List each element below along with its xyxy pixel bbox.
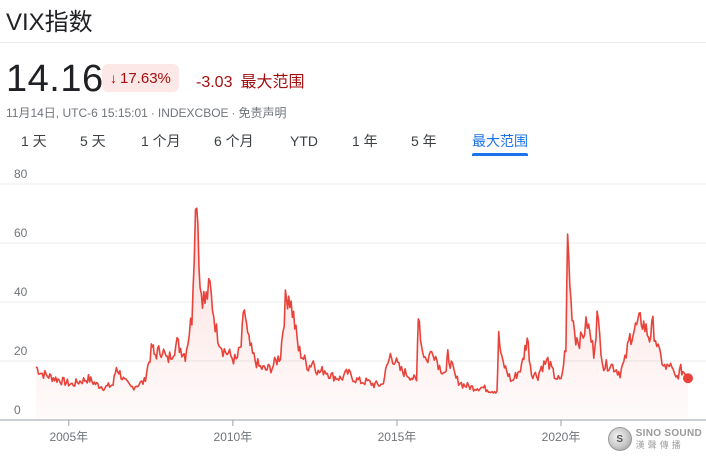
tab-1-day[interactable]: 1 天 bbox=[21, 133, 47, 149]
range-tabs: 1 天 5 天 1 个月 6 个月 YTD 1 年 5 年 最大范围 bbox=[0, 130, 706, 156]
price-chart[interactable]: 0 20 40 60 80 2005年 2010年 2015年 2020年 bbox=[0, 168, 706, 457]
y-tick-label: 20 bbox=[14, 344, 28, 358]
y-tick-label: 80 bbox=[14, 168, 28, 181]
change-percent: 17.63% bbox=[120, 69, 171, 87]
tab-ytd[interactable]: YTD bbox=[290, 133, 318, 149]
watermark-logo-icon: S bbox=[607, 427, 632, 451]
tab-5-years[interactable]: 5 年 bbox=[411, 133, 437, 149]
tab-5-days[interactable]: 5 天 bbox=[80, 133, 106, 149]
x-tick-label: 2015年 bbox=[378, 430, 417, 444]
meta-separator: · bbox=[150, 106, 155, 120]
arrow-down-icon: ↓ bbox=[110, 70, 117, 86]
price-chart-svg[interactable]: 0 20 40 60 80 2005年 2010年 2015年 2020年 bbox=[0, 168, 706, 457]
meta-separator: · bbox=[231, 106, 236, 120]
current-point-marker bbox=[683, 373, 693, 384]
change-period: 最大范围 bbox=[240, 74, 305, 91]
page-title: VIX指数 bbox=[6, 9, 93, 36]
tab-1-year[interactable]: 1 年 bbox=[352, 133, 378, 149]
series-line bbox=[35, 207, 689, 394]
area-fill bbox=[36, 208, 688, 420]
title-divider bbox=[0, 42, 706, 43]
tab-6-months[interactable]: 6 个月 bbox=[214, 133, 254, 149]
y-tick-label: 0 bbox=[14, 403, 21, 417]
tab-max-range[interactable]: 最大范围 bbox=[472, 130, 528, 156]
change-summary: -3.03 最大范围 bbox=[196, 68, 304, 92]
quote-meta: 11月14日, UTC-6 15:15:01 · INDEXCBOE · 免责声明 bbox=[6, 104, 287, 121]
y-tick-label: 40 bbox=[14, 285, 28, 299]
change-percent-badge: ↓ 17.63% bbox=[102, 64, 179, 92]
change-absolute: -3.03 bbox=[196, 74, 233, 91]
x-tick-label: 2020年 bbox=[542, 430, 581, 444]
watermark-text-en: SINO SOUND bbox=[635, 427, 702, 439]
watermark-text-cn: 漢聲傳播 bbox=[635, 439, 684, 450]
y-tick-label: 60 bbox=[14, 226, 28, 240]
disclaimer-link[interactable]: 免责声明 bbox=[238, 106, 287, 120]
timestamp: 11月14日, UTC-6 15:15:01 bbox=[6, 106, 148, 120]
x-tick-label: 2005年 bbox=[49, 430, 88, 444]
current-price: 14.16 bbox=[6, 58, 104, 100]
tab-1-month[interactable]: 1 个月 bbox=[141, 133, 181, 149]
watermark: S SINO SOUND 漢聲傳播 bbox=[607, 427, 702, 451]
exchange-name: INDEXCBOE bbox=[157, 106, 229, 120]
x-tick-label: 2010年 bbox=[214, 430, 253, 444]
